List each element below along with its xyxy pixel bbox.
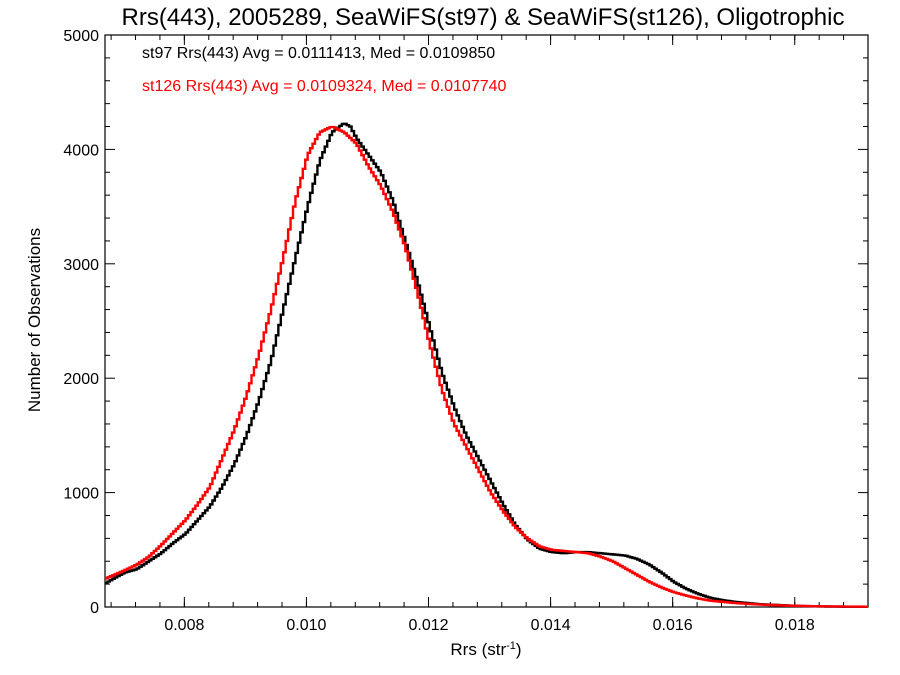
x-axis-label-main: Rrs (str [450, 640, 506, 659]
x-axis-label-sup: -1 [506, 640, 516, 652]
y-tick-label: 4000 [63, 142, 99, 159]
x-tick-label: 0.012 [408, 617, 448, 634]
st126-histogram-line [105, 125, 868, 608]
y-tick-label: 5000 [63, 28, 99, 45]
y-tick-label: 2000 [63, 371, 99, 388]
x-tick-label: 0.018 [775, 617, 815, 634]
x-axis-label: Rrs (str-1) [450, 640, 521, 659]
y-tick-label: 1000 [63, 486, 99, 503]
st97-histogram-line [105, 122, 868, 608]
x-tick-label: 0.010 [286, 617, 326, 634]
y-ticks: 0 1000 2000 3000 4000 5000 [63, 28, 868, 617]
y-axis-label: Number of Observations [25, 228, 44, 412]
x-tick-label: 0.014 [531, 617, 571, 634]
y-tick-label: 0 [90, 600, 99, 617]
y-tick-label: 3000 [63, 257, 99, 274]
series-layer [105, 122, 868, 608]
st126-stats-annotation: st126 Rrs(443) Avg = 0.0109324, Med = 0.… [142, 78, 507, 95]
st97-stats-annotation: st97 Rrs(443) Avg = 0.0111413, Med = 0.0… [142, 45, 495, 62]
x-ticks: 0.008 0.010 0.012 0.014 0.016 0.018 [110, 35, 869, 634]
chart-title: Rrs(443), 2005289, SeaWiFS(st97) & SeaWi… [122, 4, 845, 31]
plot-frame [104, 34, 869, 608]
x-tick-label: 0.016 [653, 617, 693, 634]
x-tick-label: 0.008 [164, 617, 204, 634]
x-axis-label-close: ) [516, 640, 522, 659]
